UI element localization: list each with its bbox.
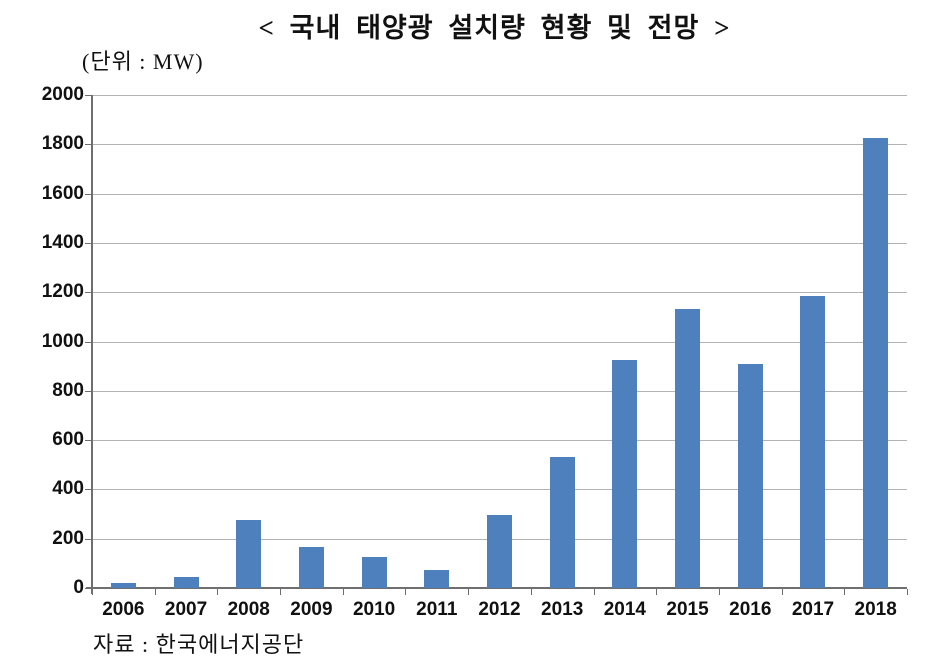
- y-tick-1000: [85, 341, 92, 343]
- y-axis-label-200: 200: [52, 527, 84, 549]
- x-tick-4: [342, 589, 344, 595]
- gridline-2000: [92, 95, 907, 96]
- bar-2008: [236, 520, 262, 588]
- y-axis-label-800: 800: [52, 379, 84, 401]
- bar-2010: [361, 557, 387, 588]
- x-tick-5: [405, 589, 407, 595]
- bar-2011: [424, 569, 450, 588]
- bar-2014: [612, 360, 638, 588]
- x-axis-label-2008: 2008: [227, 599, 270, 620]
- gridline-1000: [92, 341, 907, 343]
- y-axis-label-1400: 1400: [41, 231, 84, 253]
- gridline-1400: [92, 242, 907, 244]
- y-tick-2000: [85, 95, 92, 96]
- x-tick-3: [280, 589, 282, 595]
- x-tick-11: [781, 589, 783, 595]
- gridline-1600: [92, 193, 907, 195]
- bar-2012: [487, 515, 512, 588]
- gridline-600: [92, 440, 907, 442]
- x-axis-label-2015: 2015: [666, 599, 709, 620]
- x-axis-label-2016: 2016: [729, 599, 772, 620]
- x-axis-label-2013: 2013: [541, 599, 584, 620]
- bar-2018: [863, 138, 889, 588]
- gridline-1800: [92, 144, 907, 146]
- y-axis-line: [91, 95, 93, 594]
- gridline-400: [92, 489, 907, 491]
- bar-2007: [173, 576, 199, 588]
- y-tick-1200: [85, 292, 92, 294]
- y-axis-label-1000: 1000: [41, 330, 84, 352]
- x-tick-0: [92, 589, 93, 595]
- x-axis-label-2007: 2007: [164, 599, 208, 620]
- x-tick-1: [154, 589, 156, 595]
- x-tick-12: [844, 589, 846, 595]
- bar-2015: [675, 309, 701, 588]
- y-axis-label-600: 600: [52, 429, 84, 451]
- x-axis-line: [86, 587, 907, 589]
- y-tick-1800: [85, 144, 92, 146]
- x-tick-13: [907, 589, 908, 595]
- x-axis-label-2014: 2014: [603, 599, 647, 620]
- x-axis-label-2006: 2006: [102, 599, 145, 620]
- y-axis-label-0: 0: [73, 577, 84, 598]
- y-tick-800: [85, 390, 92, 392]
- x-axis-label-2010: 2010: [352, 599, 396, 620]
- y-axis-label-2000: 2000: [41, 84, 84, 105]
- x-tick-10: [718, 589, 720, 595]
- bar-2017: [800, 295, 826, 588]
- y-tick-200: [85, 538, 92, 540]
- bar-2006: [110, 583, 136, 588]
- x-tick-8: [593, 589, 595, 595]
- x-axis-label-2017: 2017: [791, 599, 835, 620]
- source-label: 자료 : 한국에너지공단: [93, 632, 305, 657]
- y-tick-400: [85, 489, 92, 491]
- y-axis-label-400: 400: [52, 478, 84, 500]
- gridline-1200: [92, 292, 907, 294]
- unit-label: (단위 : MW): [82, 49, 204, 74]
- x-axis-label-2012: 2012: [478, 599, 521, 620]
- plot-area: [85, 95, 908, 595]
- x-axis-label-2011: 2011: [416, 599, 458, 620]
- x-tick-6: [468, 589, 470, 595]
- y-tick-600: [85, 440, 92, 442]
- y-axis-label-1200: 1200: [41, 281, 84, 303]
- y-axis-label-1600: 1600: [41, 182, 84, 204]
- bar-2013: [549, 457, 575, 588]
- x-tick-9: [656, 589, 658, 595]
- y-tick-1400: [85, 242, 92, 244]
- bar-2016: [737, 363, 763, 588]
- y-axis-label-1800: 1800: [41, 133, 84, 155]
- y-tick-1600: [85, 193, 92, 195]
- x-tick-2: [217, 589, 219, 595]
- bar-2009: [298, 547, 324, 588]
- gridline-800: [92, 390, 907, 392]
- x-axis-label-2009: 2009: [290, 599, 333, 620]
- x-tick-7: [530, 589, 532, 595]
- x-axis-label-2018: 2018: [854, 599, 897, 620]
- chart-title: < 국내 태양광 설치량 현황 및 전망 >: [258, 13, 731, 43]
